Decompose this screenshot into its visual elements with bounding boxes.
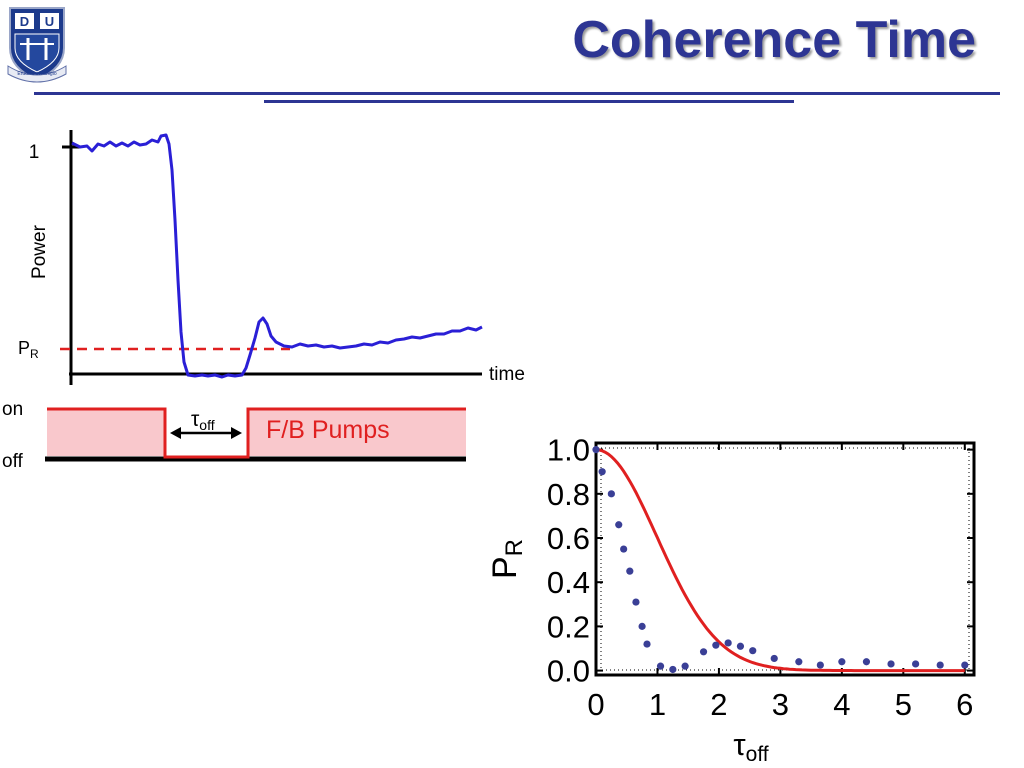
off-level-label: off bbox=[2, 451, 24, 472]
y-tick-label: 1.0 bbox=[547, 433, 590, 468]
slide-title: Coherence Time bbox=[572, 11, 976, 69]
crest-letter-left: D bbox=[20, 14, 29, 29]
title-rule-short bbox=[264, 100, 794, 103]
data-point bbox=[724, 639, 732, 647]
x-tick-label: 6 bbox=[956, 687, 973, 722]
tau-off-arrowhead-left bbox=[170, 427, 181, 439]
data-point bbox=[749, 647, 757, 655]
pump-on-region-right bbox=[248, 408, 466, 456]
data-point bbox=[699, 648, 708, 656]
chart-plot-inner-frame bbox=[600, 447, 970, 671]
data-point bbox=[626, 567, 634, 575]
power-y-tick-label: 1 bbox=[29, 142, 40, 163]
data-point bbox=[632, 598, 640, 606]
data-point bbox=[862, 658, 871, 666]
pr-vs-tau-chart: 0 1 2 3 4 5 6 0.0 0.2 0.4 0.6 0.8 1.0 PR τoff bbox=[486, 433, 976, 766]
data-point bbox=[656, 662, 665, 670]
pump-on-region-left bbox=[47, 408, 165, 456]
data-point bbox=[736, 642, 745, 650]
crest-motto: Eruditio et Religio bbox=[17, 71, 56, 77]
data-point bbox=[681, 662, 689, 670]
y-tick-label: 0.2 bbox=[547, 609, 590, 644]
data-point bbox=[598, 468, 606, 476]
data-point bbox=[620, 545, 628, 553]
data-point bbox=[838, 658, 846, 666]
data-point bbox=[961, 661, 969, 669]
data-point bbox=[887, 660, 895, 668]
y-tick-label: 0.4 bbox=[547, 565, 590, 600]
data-point bbox=[712, 641, 720, 649]
model-curve-line bbox=[595, 448, 965, 673]
x-tick-label: 0 bbox=[587, 687, 604, 722]
university-crest-logo: D U Eruditio et Religio bbox=[7, 7, 67, 83]
x-tick-label: 1 bbox=[649, 687, 666, 722]
data-point bbox=[770, 654, 778, 663]
x-tick-label: 3 bbox=[772, 687, 789, 722]
power-y-label: Power bbox=[29, 224, 50, 279]
y-tick-label: 0.0 bbox=[547, 654, 590, 689]
x-tick-label: 2 bbox=[710, 687, 727, 722]
y-tick-label: 0.6 bbox=[547, 521, 590, 556]
on-level-label: on bbox=[2, 399, 23, 420]
chart-y-label: PR bbox=[486, 539, 528, 579]
data-point bbox=[912, 660, 920, 668]
tau-off-arrowhead-right bbox=[231, 427, 242, 439]
chart-x-label: τoff bbox=[733, 727, 768, 766]
power-timing-figure: 1 Power time PR on off τoff F/B Pumps bbox=[2, 130, 525, 472]
data-point bbox=[615, 521, 623, 529]
data-point bbox=[643, 640, 651, 648]
title-rule-long bbox=[34, 92, 1000, 95]
x-tick-label: 4 bbox=[833, 687, 850, 722]
data-point bbox=[936, 661, 944, 669]
data-point bbox=[669, 665, 677, 674]
pumps-label: F/B Pumps bbox=[266, 416, 390, 444]
data-point bbox=[592, 446, 600, 454]
x-tick-label: 5 bbox=[895, 687, 912, 722]
chart-plot-frame bbox=[594, 441, 976, 677]
power-x-label: time bbox=[489, 364, 525, 385]
pr-level-label: PR bbox=[18, 338, 39, 361]
crest-letter-right: U bbox=[45, 14, 54, 29]
y-tick-label: 0.8 bbox=[547, 477, 590, 512]
data-point bbox=[638, 622, 646, 630]
data-point bbox=[816, 661, 824, 669]
power-trace-line bbox=[71, 133, 483, 379]
data-point bbox=[607, 490, 615, 498]
tau-off-label: τoff bbox=[191, 408, 215, 433]
pump-timing-line bbox=[47, 407, 466, 459]
data-point bbox=[795, 658, 803, 666]
